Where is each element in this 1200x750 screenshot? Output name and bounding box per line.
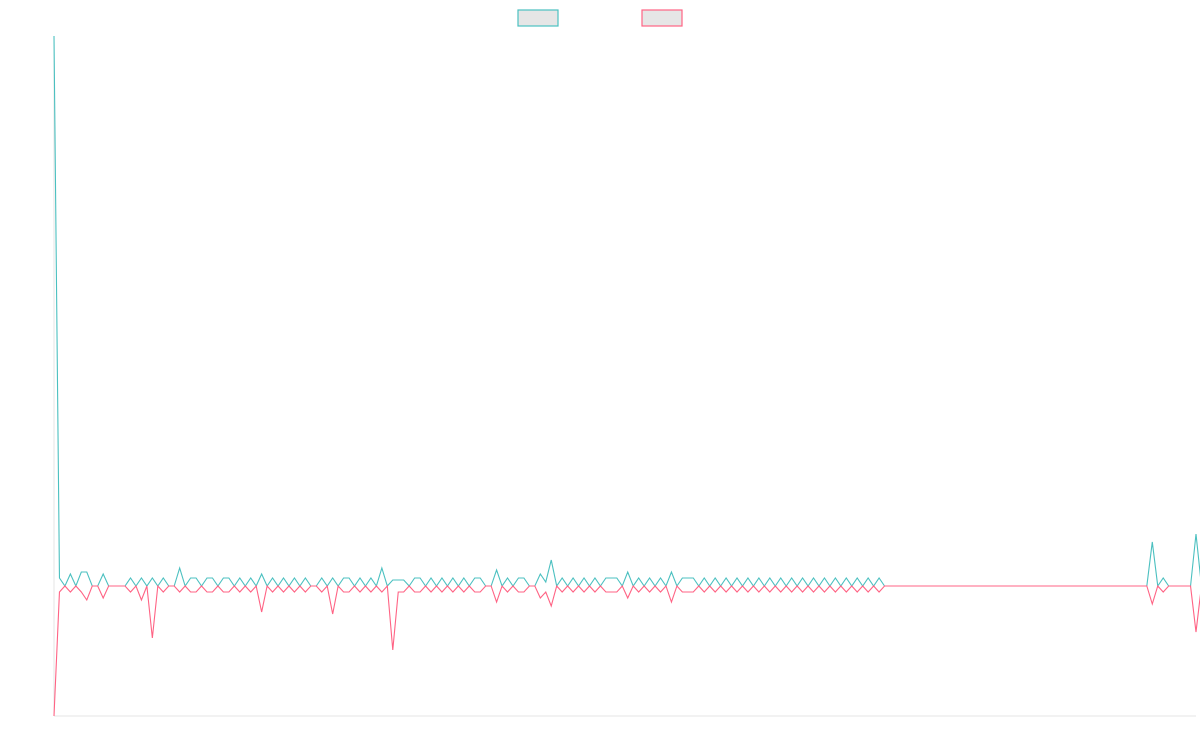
series-line-2 (53, 584, 1200, 717)
series-line-1 (53, 35, 1200, 588)
legend-swatch-2[interactable] (641, 9, 683, 27)
legend-swatch-1[interactable] (517, 9, 559, 27)
legend (517, 9, 683, 27)
series-layer (53, 35, 1200, 717)
